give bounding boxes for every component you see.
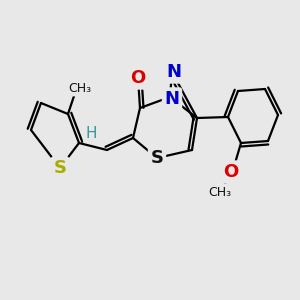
- Text: S: S: [151, 149, 164, 167]
- Text: S: S: [53, 159, 67, 177]
- Text: H: H: [85, 125, 97, 140]
- Text: CH₃: CH₃: [208, 185, 232, 199]
- Text: N: N: [167, 63, 182, 81]
- Text: CH₃: CH₃: [68, 82, 92, 94]
- Text: N: N: [164, 90, 179, 108]
- Text: O: O: [130, 69, 146, 87]
- Text: O: O: [224, 163, 238, 181]
